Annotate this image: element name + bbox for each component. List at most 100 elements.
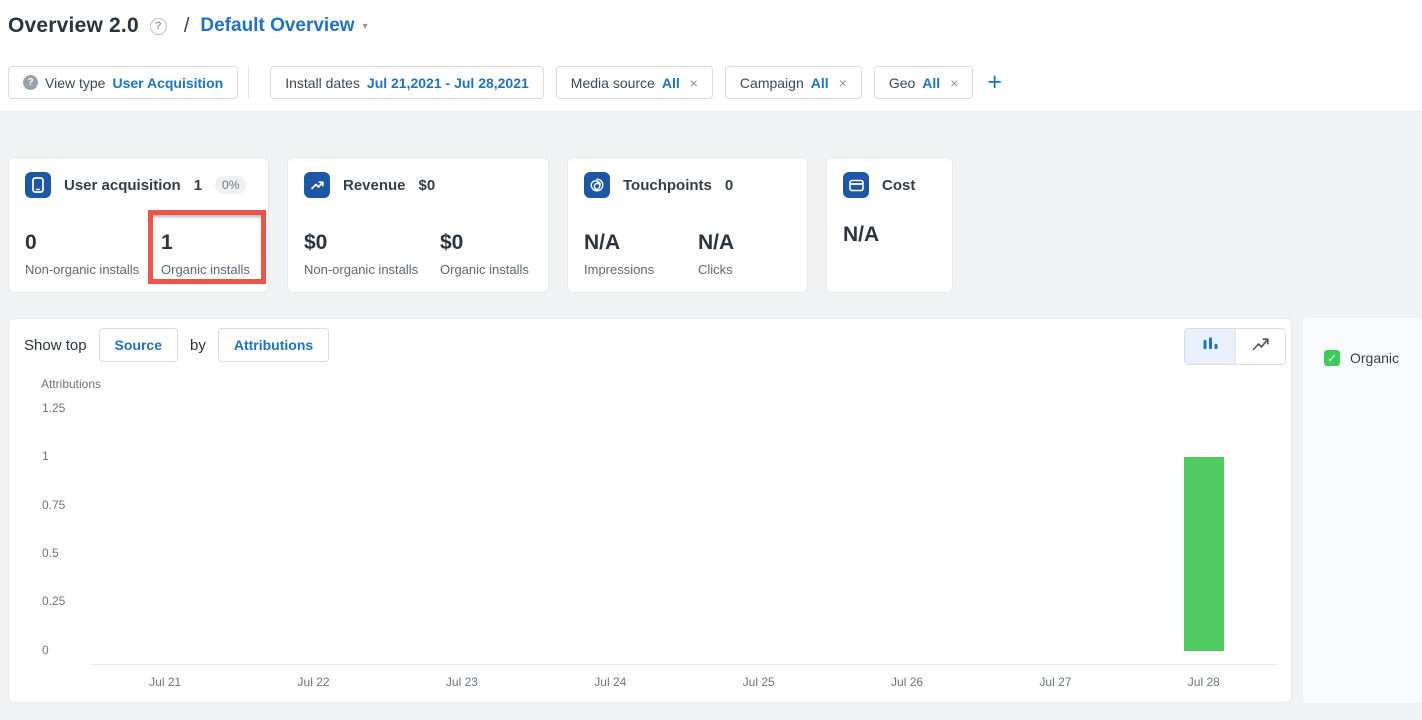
x-tick-label: Jul 27 [1039, 675, 1072, 689]
metric-impressions: N/A Impressions [584, 231, 654, 277]
bar-slot [239, 408, 387, 651]
mobile-phone-icon [25, 172, 51, 198]
by-label: by [190, 336, 206, 354]
metric-label: Organic installs [161, 262, 250, 277]
y-tick-label: 0.25 [42, 594, 66, 609]
view-type-chip[interactable]: ? View type User Acquisition [8, 66, 239, 99]
geo-label: Geo [888, 74, 916, 91]
card-title: Revenue [343, 176, 406, 194]
card-user-acquisition: User acquisition 1 0% 0 Non-organic inst… [8, 157, 269, 293]
breadcrumb-separator: / [183, 14, 190, 37]
campaign-chip[interactable]: Campaign All × [724, 66, 862, 99]
bar-slot [388, 408, 536, 651]
y-tick-label: 0 [42, 642, 49, 657]
line-chart-toggle-button[interactable] [1235, 329, 1285, 364]
bar-slot [833, 408, 981, 651]
breadcrumb: Overview 2.0 ? / Default Overview ▾ [8, 14, 368, 38]
campaign-value[interactable]: All [810, 74, 829, 91]
card-header: Cost [843, 172, 915, 198]
x-tick-label: Jul 21 [149, 675, 182, 689]
metric-clicks: N/A Clicks [698, 231, 734, 277]
x-tick-label: Jul 23 [445, 675, 478, 689]
metric-value: $0 [440, 231, 464, 254]
trend-badge: 0% [215, 176, 247, 194]
view-selector[interactable]: Default Overview [200, 15, 355, 36]
metric-organic-revenue: $0 Organic installs [440, 231, 529, 277]
media-source-label: Media source [570, 74, 655, 91]
legend-panel: ✓ Organic [1303, 318, 1422, 703]
metric-value: N/A [698, 231, 735, 254]
y-tick-label: 0.75 [42, 497, 66, 512]
view-type-value[interactable]: User Acquisition [112, 74, 224, 91]
media-source-value[interactable]: All [661, 74, 680, 91]
bar-slot [981, 408, 1129, 651]
bar-chart-icon [1202, 336, 1219, 357]
credit-card-icon [843, 172, 869, 198]
help-icon[interactable]: ? [149, 17, 167, 35]
plot-area [91, 408, 1278, 651]
x-tick-label: Jul 26 [891, 675, 924, 689]
y-tick-label: 1.25 [42, 401, 66, 415]
x-axis-line [91, 664, 1278, 665]
install-dates-chip[interactable]: Install dates Jul 21,2021 - Jul 28,2021 [270, 66, 544, 99]
chart-panel: Show top Source by Attributions Attribut… [8, 318, 1292, 703]
card-title: Cost [882, 176, 916, 194]
card-header: Touchpoints 0 [584, 172, 733, 198]
geo-chip[interactable]: Geo All × [873, 66, 974, 99]
checkbox-checked-icon[interactable]: ✓ [1324, 350, 1340, 366]
y-tick-label: 1 [42, 449, 49, 464]
metric-label: Clicks [698, 262, 733, 277]
close-icon[interactable]: × [689, 74, 698, 91]
bar-slot [1130, 408, 1278, 651]
divider [248, 66, 250, 99]
metric-non-organic-installs: 0 Non-organic installs [25, 231, 139, 277]
card-header-value: 0 [724, 176, 734, 194]
metric-value: $0 [304, 231, 328, 254]
card-header: Revenue $0 [304, 172, 435, 198]
card-title: Touchpoints [623, 176, 712, 194]
legend-item-organic[interactable]: ✓ Organic [1324, 350, 1399, 366]
card-header: User acquisition 1 0% [25, 172, 247, 198]
card-title: User acquisition [64, 176, 181, 194]
legend-label: Organic [1350, 350, 1400, 366]
metric-cost: N/A [843, 223, 879, 254]
help-icon[interactable]: ? [23, 75, 38, 90]
campaign-label: Campaign [739, 74, 804, 91]
chart-controls: Show top Source by Attributions [24, 328, 330, 362]
card-header-value: 1 [193, 176, 203, 194]
metric-label: Organic installs [440, 262, 529, 277]
metric-value: N/A [843, 223, 880, 246]
close-icon[interactable]: × [950, 74, 959, 91]
bar-slot [685, 408, 833, 651]
metric-value: N/A [584, 231, 621, 254]
metric-label: Non-organic installs [25, 262, 140, 277]
x-tick-label: Jul 22 [297, 675, 330, 689]
bar-slot [536, 408, 684, 651]
source-button[interactable]: Source [98, 328, 179, 362]
page-title: Overview 2.0 [8, 14, 139, 37]
install-dates-value[interactable]: Jul 21,2021 - Jul 28,2021 [366, 74, 529, 91]
x-tick-label: Jul 28 [1187, 675, 1220, 689]
metric-value: 0 [25, 231, 37, 254]
install-dates-label: Install dates [285, 74, 360, 91]
bar-chart-toggle-button[interactable] [1185, 329, 1235, 364]
card-revenue: Revenue $0 $0 Non-organic installs $0 Or… [287, 157, 549, 293]
close-icon[interactable]: × [838, 74, 847, 91]
geo-value[interactable]: All [922, 74, 941, 91]
x-tick-label: Jul 25 [742, 675, 775, 689]
view-type-label: View type [45, 74, 106, 91]
chart-type-toggle [1184, 328, 1286, 365]
add-filter-button[interactable]: + [987, 68, 1002, 96]
metric-non-organic-revenue: $0 Non-organic installs [304, 231, 418, 277]
show-top-label: Show top [24, 336, 87, 354]
y-tick-label: 0.5 [42, 545, 59, 560]
attributions-button[interactable]: Attributions [217, 328, 330, 362]
chevron-down-icon[interactable]: ▾ [362, 20, 368, 32]
x-tick-label: Jul 24 [594, 675, 627, 689]
media-source-chip[interactable]: Media source All × [555, 66, 713, 99]
touchpoint-spiral-icon [584, 172, 610, 198]
trending-up-icon [304, 172, 330, 198]
line-chart-icon [1252, 337, 1270, 357]
bar-organic[interactable] [1183, 456, 1224, 651]
